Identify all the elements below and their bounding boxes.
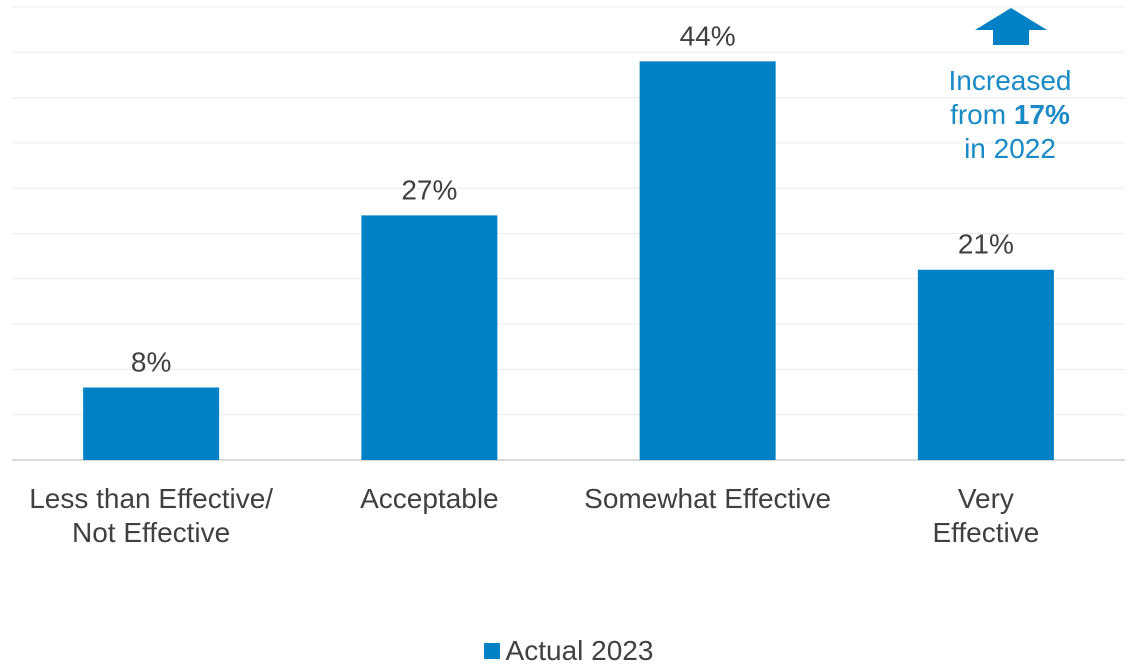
- bar: [917, 269, 1054, 460]
- data-label: 21%: [958, 229, 1014, 260]
- legend-swatch: [483, 643, 500, 659]
- data-label: 27%: [401, 174, 457, 205]
- legend-label: Actual 2023: [505, 635, 654, 666]
- data-label: 44%: [680, 20, 736, 51]
- bars: [83, 61, 1054, 461]
- annotation-line-2: from 17%: [910, 98, 1110, 132]
- change-annotation: Increased from 17% in 2022: [910, 64, 1110, 166]
- data-labels: 8% 27% 44% 21%: [131, 20, 1014, 377]
- bar: [361, 215, 498, 460]
- legend: Actual 2023: [0, 634, 1137, 668]
- bar: [83, 387, 220, 460]
- category-label: Very Effective: [932, 483, 1040, 548]
- bar-chart: 8% 27% 44% 21%: [12, 6, 1125, 461]
- annotation-line-3: in 2022: [964, 133, 1056, 164]
- annotation-prefix: from: [950, 99, 1014, 130]
- category-label: Somewhat Effective: [584, 483, 832, 514]
- bar: [639, 61, 776, 461]
- annotation-line-1: Increased: [948, 65, 1072, 96]
- category-label: Less than Effective/ Not Effective: [29, 483, 274, 548]
- data-label: 8%: [131, 347, 171, 378]
- up-arrow-icon: [975, 8, 1047, 45]
- category-label: Acceptable: [360, 483, 499, 514]
- annotation-previous-value: 17%: [1013, 99, 1070, 130]
